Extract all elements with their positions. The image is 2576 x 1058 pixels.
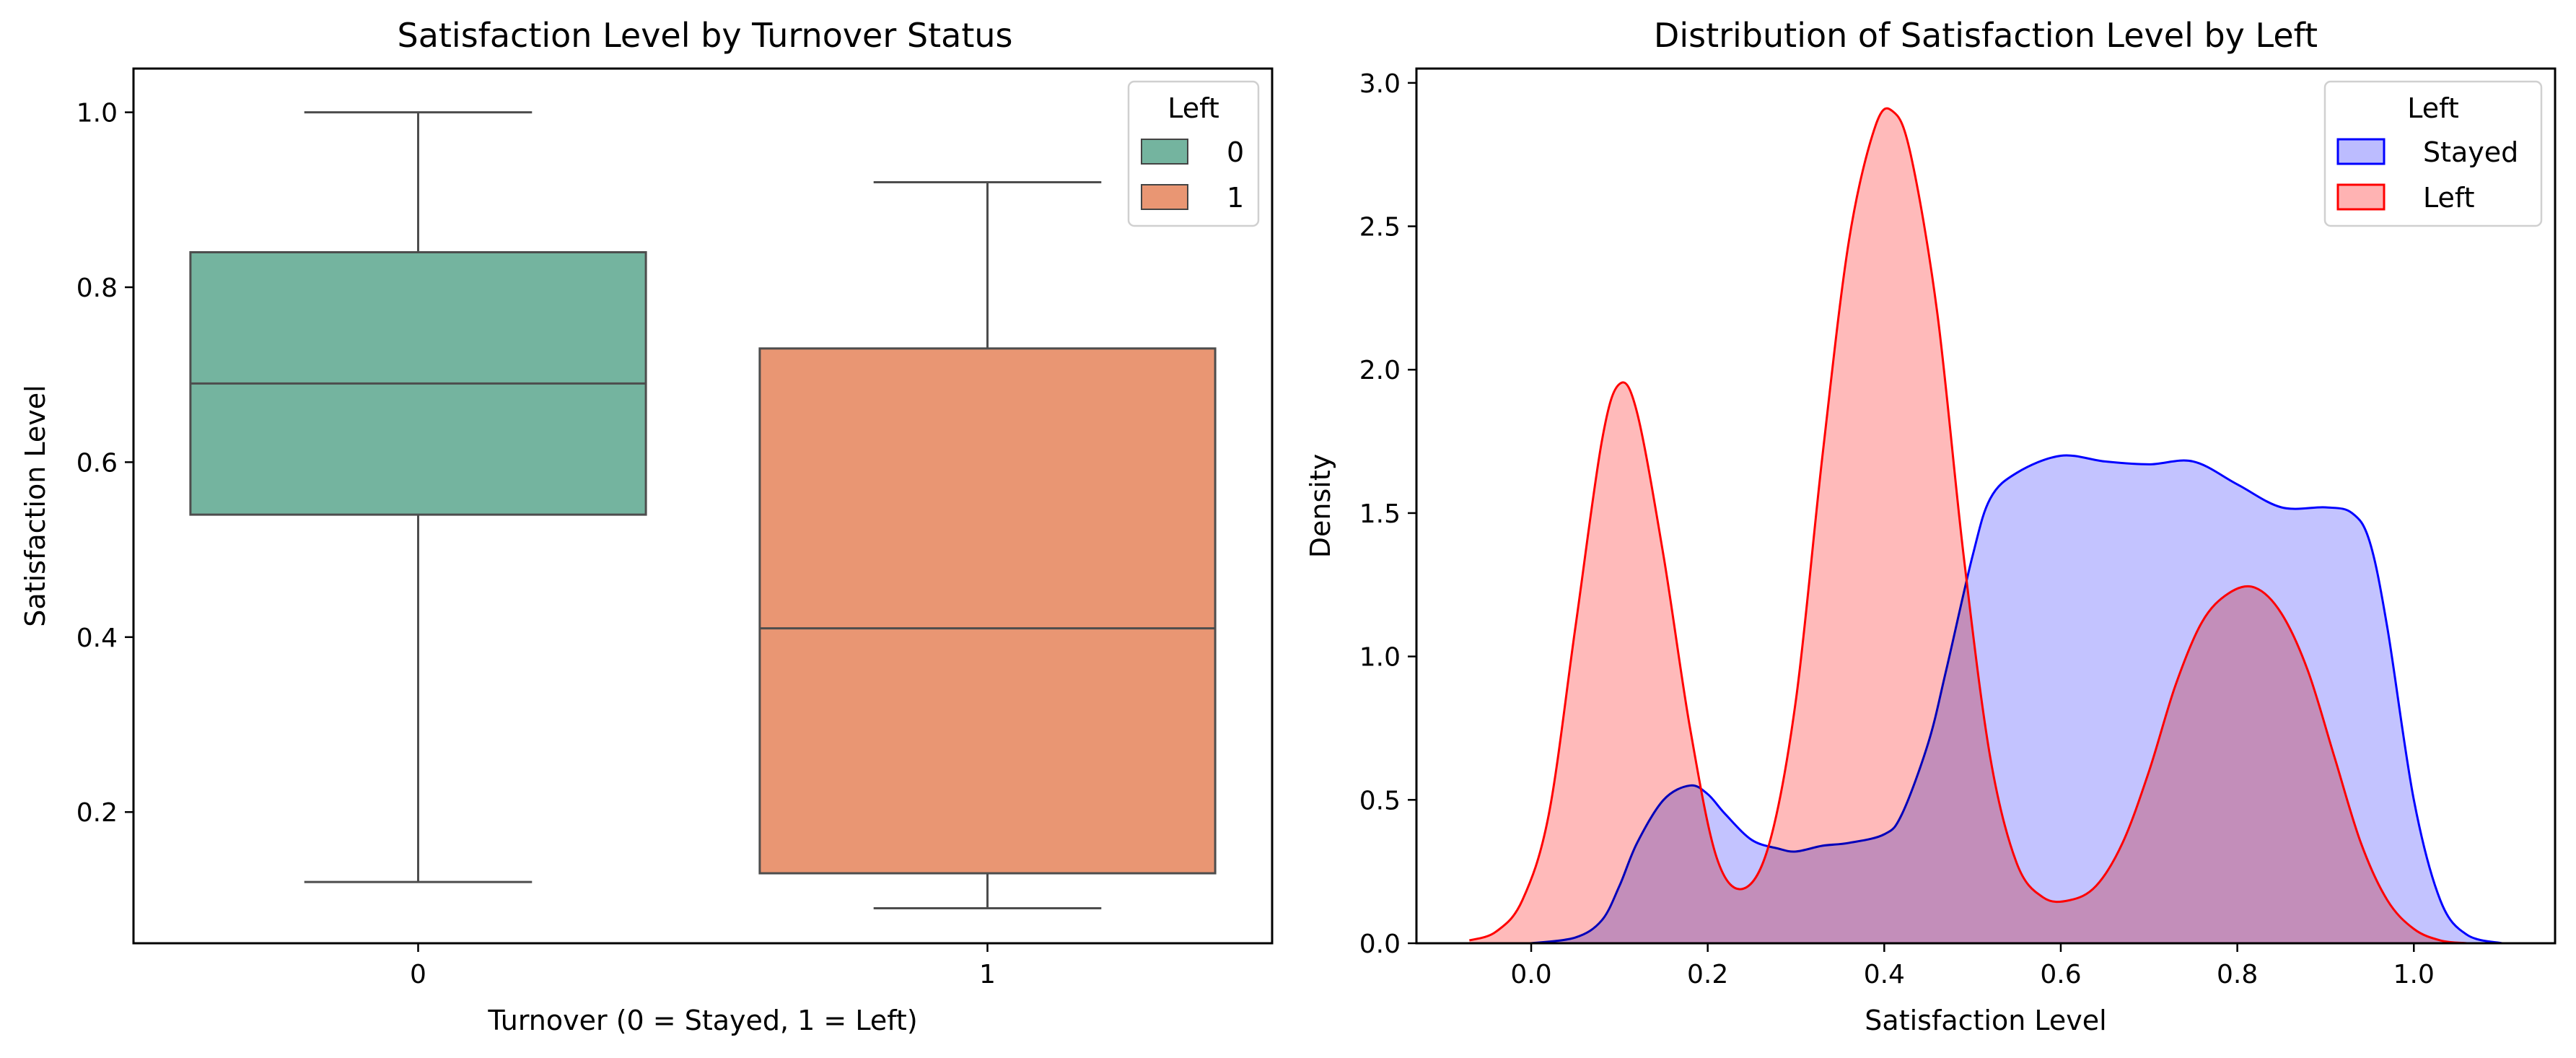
boxplot-y-tick-label: 0.8 [76, 274, 118, 303]
boxplot-legend-label-1: 1 [1227, 182, 1244, 214]
boxplot-y-tick-label: 0.2 [76, 798, 118, 828]
density-x-ticks: 0.0 0.2 0.4 0.6 0.8 1.0 [1510, 943, 2435, 989]
box-0 [189, 111, 647, 883]
boxplot-legend-swatch-1 [1141, 184, 1188, 210]
boxplot-x-tick-label: 1 [979, 960, 996, 989]
density-title: Distribution of Satisfaction Level by Le… [1654, 16, 2318, 55]
density-chart: Distribution of Satisfaction Level by Le… [1305, 16, 2557, 1036]
density-y-tick-label: 2.5 [1359, 213, 1401, 242]
density-legend-label-left: Left [2423, 182, 2475, 214]
density-x-axis-label: Satisfaction Level [1865, 1005, 2106, 1036]
boxplot-y-tick-label: 1.0 [76, 99, 118, 128]
density-area-left [1469, 108, 2467, 944]
density-legend-swatch-stayed [2336, 138, 2386, 165]
density-y-tick-label: 1.0 [1359, 643, 1401, 673]
density-y-tick-label: 1.5 [1359, 499, 1401, 529]
boxplot-axes-frame [132, 67, 1274, 945]
boxplot-legend: Left 0 1 [1127, 80, 1260, 227]
density-plot-area [1468, 107, 2502, 945]
boxplot-x-axis-label: Turnover (0 = Stayed, 1 = Left) [487, 1005, 917, 1036]
density-x-tick-label: 0.8 [2217, 960, 2258, 989]
boxplot-y-tick-label: 0.6 [76, 448, 118, 478]
boxplot-legend-label-0: 0 [1227, 136, 1244, 168]
density-y-axis-label: Density [1305, 454, 1336, 558]
boxplot-y-ticks: 0.2 0.4 0.6 0.8 1.0 [76, 99, 133, 828]
density-y-ticks: 0.0 0.5 1.0 1.5 2.0 2.5 3.0 [1359, 69, 1416, 959]
density-x-tick-label: 0.0 [1510, 960, 1551, 989]
density-axes-frame [1415, 67, 2557, 945]
density-legend-swatch-left [2336, 183, 2386, 211]
boxplot-plot-area [189, 111, 1217, 910]
density-legend-title: Left [2407, 92, 2459, 124]
box-1 [758, 181, 1217, 910]
density-legend-label-stayed: Stayed [2423, 136, 2518, 168]
density-x-tick-label: 1.0 [2393, 960, 2435, 989]
boxplot-x-tick-label: 0 [410, 960, 426, 989]
boxplot-y-tick-label: 0.4 [76, 624, 118, 653]
boxplot-chart: Satisfaction Level by Turnover Status 0.… [19, 16, 1274, 1036]
density-y-tick-label: 2.0 [1359, 356, 1401, 385]
density-x-tick-label: 0.4 [1864, 960, 1905, 989]
boxplot-legend-title: Left [1167, 92, 1219, 124]
boxplot-legend-swatch-0 [1141, 139, 1188, 165]
density-y-tick-label: 0.0 [1359, 930, 1401, 959]
density-y-tick-label: 3.0 [1359, 69, 1401, 99]
density-x-tick-label: 0.6 [2040, 960, 2081, 989]
density-line-left [1468, 107, 2467, 945]
boxplot-y-axis-label: Satisfaction Level [19, 385, 51, 626]
density-legend: Left Stayed Left [2323, 80, 2543, 227]
box-1-iqr [758, 347, 1217, 875]
density-x-tick-label: 0.2 [1687, 960, 1728, 989]
boxplot-title: Satisfaction Level by Turnover Status [398, 16, 1013, 55]
density-y-tick-label: 0.5 [1359, 786, 1401, 816]
